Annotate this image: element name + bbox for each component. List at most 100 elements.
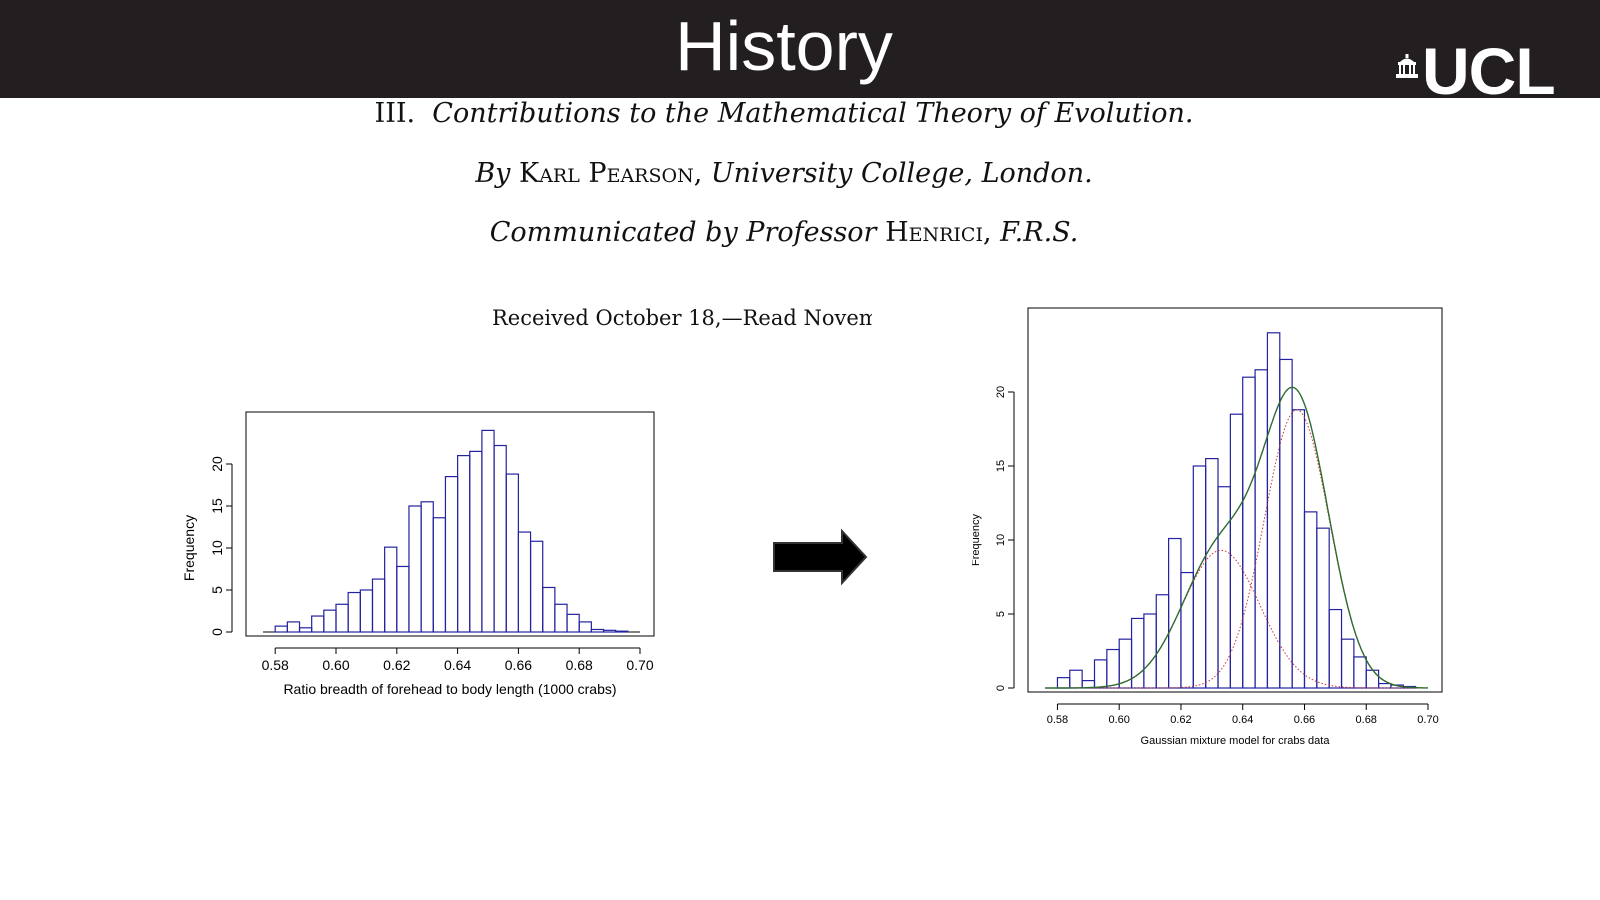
histogram-bar — [335, 603, 349, 633]
histogram-bar — [457, 454, 471, 633]
x-axis-label: Gaussian mixture model for crabs data — [1141, 735, 1331, 747]
histogram-bar — [384, 546, 398, 633]
page-title: History — [675, 7, 893, 85]
histogram-bar — [481, 429, 495, 633]
right-arrow-icon — [773, 528, 868, 586]
histogram-bar — [566, 613, 580, 633]
histogram-bar — [1340, 638, 1355, 689]
portico-building-icon — [1396, 54, 1418, 78]
y-tick-label: 15 — [209, 498, 225, 514]
histogram-bar — [615, 630, 629, 633]
y-axis-label: Frequency — [972, 514, 982, 566]
histogram-bar — [298, 627, 313, 633]
y-tick-label: 0 — [995, 685, 1007, 691]
x-tick-label: 0.64 — [444, 657, 471, 673]
histogram-bar — [517, 531, 532, 633]
y-tick-label: 20 — [995, 386, 1007, 398]
y-axis-label: Frequency — [181, 515, 197, 581]
y-tick-label: 10 — [209, 540, 225, 556]
histogram-bar — [286, 621, 301, 633]
histogram-bar — [1056, 677, 1071, 689]
y-tick-label: 0 — [209, 628, 225, 636]
histogram-bar — [1266, 332, 1281, 689]
histogram-bar — [1143, 613, 1157, 689]
histogram-bar — [493, 444, 507, 633]
histogram-bar — [444, 475, 459, 633]
y-tick-label: 20 — [209, 456, 225, 472]
histogram-bar — [1217, 486, 1231, 689]
histogram-chart: 0.58 0.60 0.62 0.64 0.66 0.68 0.70 Ratio breadt… — [181, 411, 655, 697]
author-by: By — [475, 158, 511, 189]
histogram-bar — [505, 473, 519, 633]
histogram-bar — [371, 578, 386, 633]
histogram-bar — [432, 517, 447, 633]
paper-title-line: III. Contributions to the Mathematical T… — [0, 98, 1568, 129]
x-tick-label: 0.70 — [1417, 714, 1438, 726]
x-tick-label: 0.62 — [1170, 714, 1191, 726]
histogram-bar — [323, 609, 337, 633]
histogram-bar — [590, 628, 605, 633]
histogram-bar — [602, 629, 617, 633]
histogram-bar — [1229, 413, 1244, 689]
histogram-bar — [347, 591, 361, 633]
mixture-component-curve-2 — [1045, 409, 1428, 689]
x-tick-label: 0.68 — [1356, 714, 1377, 726]
histogram-bar — [1069, 669, 1083, 689]
plot-frame — [1027, 307, 1443, 693]
histogram-bar — [1155, 594, 1170, 689]
histogram-bar — [359, 589, 374, 633]
histogram-bar — [1328, 608, 1343, 689]
paper-communicated-line: Communicated by Professor Henrici, F.R.S… — [489, 217, 1079, 248]
histogram-bar — [420, 501, 434, 633]
communicated-by: Communicated by Professor — [489, 217, 877, 248]
x-tick-label: 0.70 — [626, 657, 653, 673]
paper-title: Contributions to the Mathematical Theory… — [432, 98, 1194, 129]
plot-frame — [245, 411, 655, 637]
histogram-bar — [1365, 669, 1380, 689]
x-tick-label: 0.58 — [262, 657, 289, 673]
histogram-bar — [1205, 458, 1219, 689]
x-tick-label: 0.62 — [383, 657, 410, 673]
x-tick-label: 0.68 — [566, 657, 593, 673]
x-tick-label: 0.58 — [1047, 714, 1068, 726]
x-tick-label: 0.66 — [505, 657, 532, 673]
communicator-honour: F.R.S. — [1000, 217, 1079, 248]
author-name: Karl Pearson — [519, 158, 694, 189]
x-tick-label: 0.66 — [1294, 714, 1315, 726]
y-tick-label: 15 — [995, 460, 1007, 472]
mixture-density-curve — [1045, 386, 1428, 689]
histogram-bar — [529, 540, 544, 633]
x-axis-label: Ratio breadth of forehead to body length… — [283, 681, 616, 697]
paper-author-line: By Karl Pearson, University College, Lon… — [475, 158, 1093, 189]
histogram-bar — [1291, 409, 1306, 689]
histogram-bar — [311, 615, 325, 633]
histogram-bar — [396, 565, 410, 633]
histogram-bar — [469, 450, 483, 633]
histogram-bar — [1093, 659, 1108, 689]
histogram-bar — [1168, 537, 1182, 689]
paper-received-line: Received October 18,—Read Noveml — [492, 306, 872, 330]
communicator-name: Henrici — [885, 217, 983, 248]
histogram-bar — [1242, 376, 1256, 689]
ucl-logo: UCL — [1396, 38, 1590, 104]
x-tick-label: 0.64 — [1232, 714, 1253, 726]
y-tick-label: 5 — [209, 586, 225, 594]
histogram-bar — [554, 603, 568, 633]
histogram-bar — [1279, 358, 1293, 689]
histogram-bar — [1118, 638, 1133, 689]
histogram-bar — [1353, 656, 1367, 689]
y-tick-label: 5 — [995, 611, 1007, 617]
x-tick-label: 0.60 — [1108, 714, 1129, 726]
header-bar: History UCL — [0, 0, 1600, 104]
histogram-bar — [1180, 571, 1194, 689]
histogram-bar — [1106, 648, 1120, 689]
mixture-model-chart: 0.58 0.60 0.62 0.64 0.66 0.68 0.70 Gaussian mix… — [972, 307, 1443, 747]
histogram-bar — [578, 621, 592, 633]
author-affiliation: University College, London. — [710, 158, 1093, 189]
histogram-bar — [1254, 369, 1269, 689]
y-tick-label: 10 — [995, 534, 1007, 546]
paper-number: III. — [374, 98, 416, 129]
histogram-bar — [274, 625, 288, 633]
histogram-bar — [542, 586, 556, 633]
x-tick-label: 0.60 — [322, 657, 349, 673]
